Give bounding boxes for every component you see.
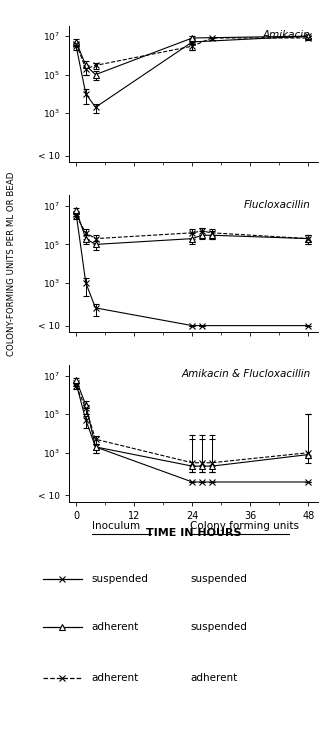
X-axis label: TIME IN HOURS: TIME IN HOURS — [146, 528, 241, 538]
Text: Amikacin: Amikacin — [263, 30, 311, 40]
Text: COLONY-FORMING UNITS PER ML OR BEAD: COLONY-FORMING UNITS PER ML OR BEAD — [7, 172, 16, 356]
Text: adherent: adherent — [190, 673, 237, 683]
Text: adherent: adherent — [92, 622, 139, 632]
Text: Amikacin & Flucloxacillin: Amikacin & Flucloxacillin — [181, 369, 311, 380]
Text: Inoculum: Inoculum — [92, 521, 140, 531]
Text: Colony forming units: Colony forming units — [190, 521, 299, 531]
Text: adherent: adherent — [92, 673, 139, 683]
Text: suspended: suspended — [92, 574, 149, 584]
Text: suspended: suspended — [190, 622, 247, 632]
Text: Flucloxacillin: Flucloxacillin — [244, 199, 311, 210]
Text: suspended: suspended — [190, 574, 247, 584]
